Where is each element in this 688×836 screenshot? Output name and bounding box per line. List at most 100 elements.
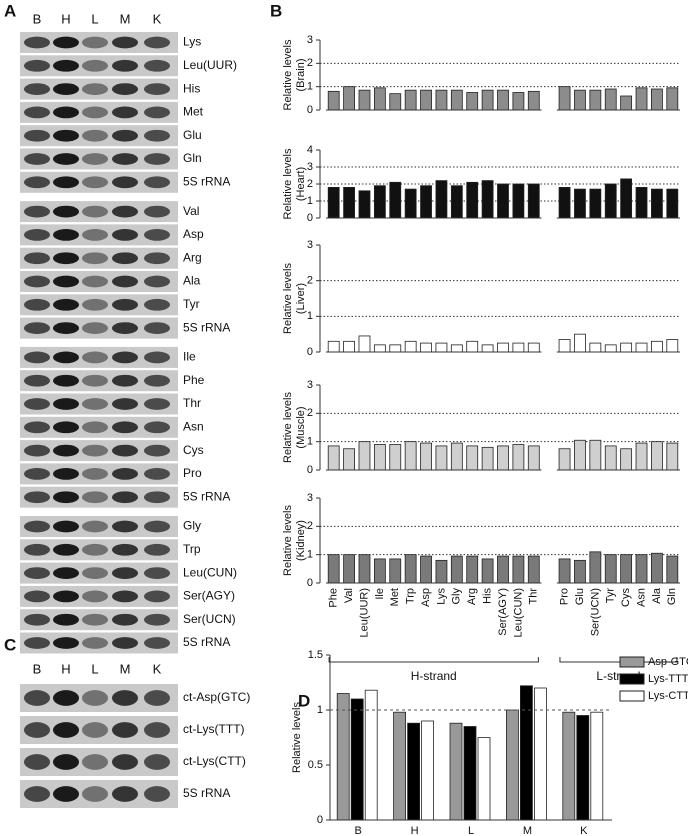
- blot-band: [144, 637, 170, 649]
- bar: [635, 554, 648, 584]
- blot-band: [82, 590, 108, 603]
- blot-band: [112, 153, 138, 165]
- blot-label: Ile: [183, 350, 196, 364]
- blot-label: Leu(UUR): [183, 58, 237, 72]
- blot-band: [144, 83, 170, 95]
- blot-label: Asp: [183, 227, 204, 241]
- bar: [407, 722, 421, 821]
- blot-band: [144, 520, 170, 533]
- y-tick-label: 0: [307, 212, 313, 224]
- blot-band: [82, 106, 108, 119]
- bar: [558, 186, 571, 219]
- x-tick-label: Gly: [451, 588, 463, 605]
- bar: [620, 342, 633, 353]
- bar: [389, 558, 402, 584]
- y-tick-label: 4: [307, 144, 313, 156]
- bar: [520, 685, 533, 821]
- bar: [435, 89, 448, 111]
- bar: [358, 190, 371, 219]
- x-tick-label: K: [580, 825, 588, 836]
- bar: [435, 342, 448, 353]
- group-label: H-strand: [411, 669, 457, 683]
- blot-label: 5S rRNA: [183, 174, 230, 188]
- blot-band: [112, 491, 138, 504]
- blot-band: [24, 786, 50, 802]
- y-tick-label: 1: [307, 310, 313, 322]
- bar: [512, 342, 525, 353]
- blot-band: [112, 468, 138, 480]
- blot-band: [144, 129, 170, 142]
- blot-band: [53, 567, 79, 579]
- blot-band: [82, 205, 108, 218]
- blot-band: [144, 205, 170, 218]
- blot-label: 5S rRNA: [183, 320, 230, 334]
- blot-label: Val: [183, 204, 199, 218]
- blot-label: 5S rRNA: [183, 489, 230, 503]
- y-axis-label: (Kidney): [295, 520, 307, 561]
- bar: [358, 554, 371, 584]
- y-tick-label: 2: [307, 520, 313, 532]
- blot-band: [53, 298, 79, 311]
- blot-band: [112, 176, 138, 189]
- blot-label: Arg: [183, 250, 202, 264]
- blot-band: [53, 83, 79, 95]
- y-axis-label: Relative levels: [282, 39, 294, 110]
- x-tick-label: Gln: [666, 588, 678, 605]
- bar: [327, 90, 340, 111]
- blot-band: [112, 275, 138, 288]
- y-tick-label: 2: [307, 57, 313, 69]
- y-tick-label: 3: [307, 492, 313, 504]
- blot-band: [24, 374, 50, 387]
- bar: [404, 441, 417, 471]
- bar: [358, 89, 371, 111]
- bar: [635, 442, 648, 471]
- blot-band: [82, 59, 108, 72]
- bar: [666, 87, 679, 111]
- blot-band: [53, 520, 79, 533]
- x-tick-label: Asn: [635, 588, 647, 607]
- lane-label: L: [91, 661, 98, 676]
- bar: [327, 554, 340, 584]
- blot-band: [112, 398, 138, 410]
- y-axis-label: Relative levels: [282, 148, 294, 219]
- bar: [574, 559, 586, 584]
- blot-band: [82, 298, 108, 311]
- bar: [497, 342, 509, 353]
- bar: [505, 709, 519, 821]
- blot-label: ct-Lys(CTT): [183, 754, 246, 768]
- blot-band: [24, 567, 50, 579]
- panel-label: A: [4, 1, 16, 20]
- legend-swatch: [619, 673, 645, 685]
- x-tick-label: Pro: [558, 588, 570, 605]
- y-tick-label: 1: [317, 704, 323, 716]
- y-axis-label: (Heart): [295, 167, 307, 201]
- bar: [420, 89, 432, 111]
- blot-band: [24, 613, 50, 626]
- blot-band: [112, 722, 138, 738]
- bar: [466, 555, 479, 584]
- bar: [389, 444, 402, 471]
- bar: [604, 344, 617, 353]
- y-tick-label: 1: [307, 436, 313, 448]
- bar: [604, 88, 617, 111]
- blot-band: [112, 229, 138, 241]
- blot-band: [24, 229, 50, 241]
- bar: [327, 186, 340, 219]
- blot-label: 5S rRNA: [183, 786, 230, 800]
- blot-band: [112, 298, 138, 311]
- bar: [450, 344, 463, 353]
- bar: [651, 340, 663, 353]
- bar: [435, 445, 448, 471]
- y-tick-label: 1: [307, 81, 313, 93]
- blot-label: Thr: [183, 396, 201, 410]
- blot-band: [144, 298, 170, 311]
- blot-band: [144, 106, 170, 119]
- bar: [666, 188, 679, 219]
- bar: [574, 439, 586, 471]
- blot-band: [53, 637, 79, 649]
- blot-band: [53, 36, 79, 49]
- blot-band: [24, 252, 50, 265]
- lane-label: B: [33, 11, 42, 26]
- blot-band: [53, 322, 79, 334]
- blot-label: Ser(AGY): [183, 589, 235, 603]
